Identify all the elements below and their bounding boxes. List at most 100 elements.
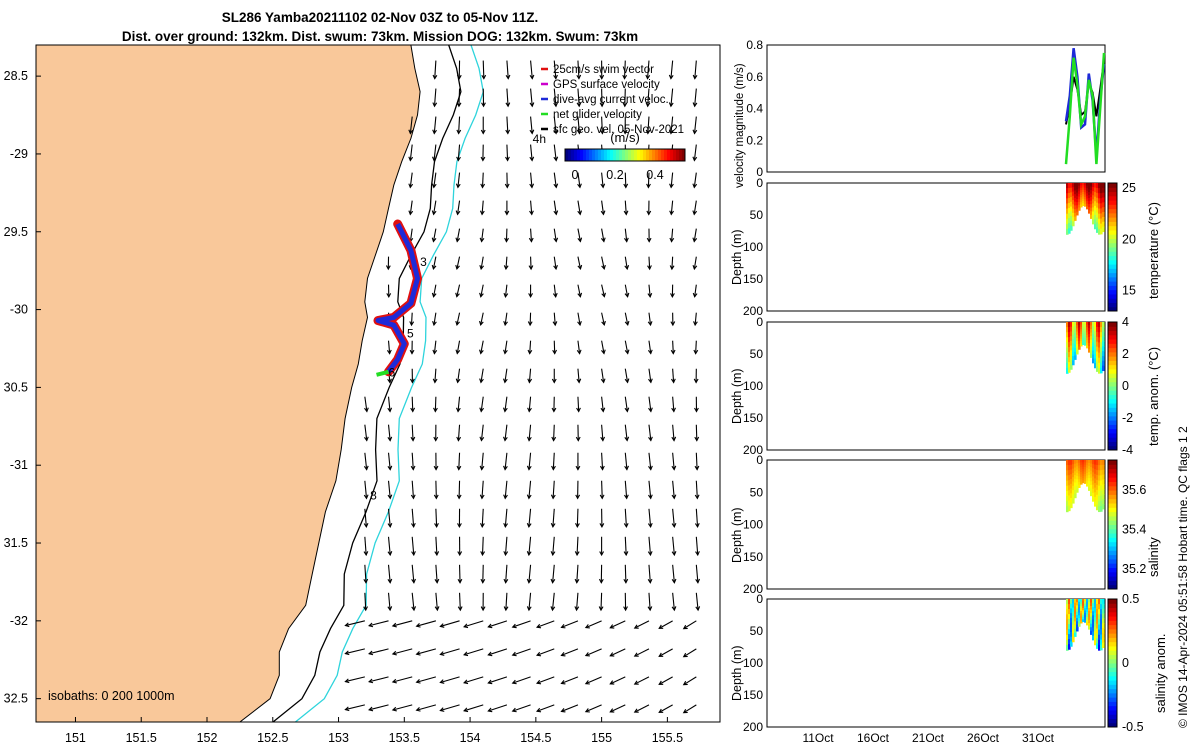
velocity-arrow-19 [387, 452, 391, 470]
speed-colorbar-cell-33 [664, 149, 668, 161]
map-ytick-1: -29 [10, 147, 28, 161]
velocity-arrow-192 [536, 648, 555, 656]
velocity-arrow-60 [433, 312, 437, 326]
velocity-arrow-110 [480, 368, 484, 383]
velocity-arrow-263 [610, 620, 626, 629]
velocity-arrowhead-212 [574, 551, 580, 557]
velocity-arrow-153 [530, 228, 533, 242]
velocity-arrow-233 [601, 452, 604, 470]
velocity-arrow-87 [457, 396, 461, 412]
velocity-ytick-0.2: 0.2 [746, 133, 763, 147]
section-1-ytick-150: 150 [743, 272, 763, 286]
velocity-arrowhead-69 [434, 578, 440, 584]
velocity-arrowhead-313 [658, 680, 664, 685]
section-4-cbtick--0.5: -0.5 [1122, 720, 1144, 734]
velocity-arrowhead-63 [433, 407, 438, 413]
velocity-arrow-242 [585, 704, 602, 713]
speed-colorbar-cell-31 [658, 149, 662, 161]
section-2-ytick-50: 50 [750, 347, 764, 361]
section-4-ytick-150: 150 [743, 688, 763, 702]
velocity-arrow-143 [488, 620, 508, 628]
velocity-arrow-189 [552, 564, 555, 583]
velocity-arrowhead-293 [668, 129, 674, 135]
velocity-arrowhead-111 [479, 407, 485, 413]
velocity-arrow-247 [624, 172, 627, 188]
velocity-arrowhead-259 [623, 523, 629, 529]
velocity-arrowhead-144 [487, 651, 493, 657]
section-4-ylabel: Depth (m) [730, 645, 744, 701]
velocity-arrow-164 [528, 536, 532, 556]
velocity-arrowhead-197 [576, 129, 582, 135]
velocity-arrow-230 [601, 368, 605, 383]
velocity-arrowhead-332 [695, 551, 700, 557]
velocity-arrow-69 [435, 564, 438, 583]
velocity-arrowhead-329 [694, 465, 700, 471]
velocity-arrowhead-59 [431, 292, 437, 298]
velocity-arrowhead-338 [682, 708, 688, 714]
map-ytick-7: -32 [10, 614, 28, 628]
velocity-arrow-279 [648, 396, 652, 412]
speed-colorbar-frame [564, 148, 686, 162]
velocity-arrow-289 [634, 676, 650, 685]
velocity-arrowhead-42 [410, 494, 416, 500]
section-1-ytick-0: 0 [756, 176, 763, 190]
velocity-arrowhead-297 [669, 237, 675, 243]
velocity-arrow-142 [505, 592, 508, 611]
speed-colorbar-label: (m/s) [610, 130, 640, 145]
velocity-arrowhead-8 [344, 622, 350, 628]
velocity-arrow-303 [672, 396, 675, 412]
velocity-arrow-20 [387, 480, 391, 499]
velocity-arrowhead-163 [526, 522, 532, 528]
section-3-cbtick-35.4: 35.4 [1122, 522, 1146, 536]
velocity-arrowhead-152 [529, 210, 534, 216]
velocity-arrow-190 [551, 592, 555, 611]
velocity-arrowhead-143 [487, 623, 493, 629]
velocity-arrow-287 [634, 620, 650, 629]
velocity-arrowhead-262 [623, 606, 628, 612]
velocity-arrow-323 [694, 284, 697, 297]
velocity-arrowhead-77 [456, 129, 462, 135]
velocity-arrowhead-119 [463, 623, 469, 629]
section-2-ytick-200: 200 [743, 443, 763, 457]
velocity-arrowhead-89 [456, 465, 462, 471]
speed-colorbar-cell-24 [637, 149, 641, 161]
velocity-arrow-157 [529, 340, 532, 354]
section-4-colorbar-frame [1107, 598, 1118, 728]
velocity-arrowhead-28 [368, 706, 374, 712]
velocity-arrowhead-219 [599, 74, 605, 80]
velocity-arrow-115 [481, 508, 484, 527]
velocity-arrowhead-127 [504, 183, 510, 189]
velocity-arrow-254 [624, 368, 629, 383]
velocity-arrowhead-271 [646, 183, 651, 189]
map-xtick-151.5: 151.5 [126, 731, 157, 745]
velocity-arrowhead-295 [669, 183, 674, 189]
velocity-arrowhead-12 [385, 265, 391, 271]
speed-colorbar-tick-0.4: 0.4 [646, 168, 663, 182]
velocity-arrowhead-138 [503, 494, 508, 500]
velocity-arrow-144 [488, 648, 508, 656]
velocity-arrowhead-150 [529, 156, 535, 162]
speed-colorbar-cell-19 [622, 149, 626, 161]
velocity-arrow-124 [506, 88, 509, 107]
velocity-arrowhead-257 [624, 465, 629, 471]
footer-credit: © IMOS 14-Apr-2024 05:51:58 Hobart time.… [1176, 426, 1190, 728]
velocity-arrowhead-261 [623, 578, 629, 584]
velocity-arrowhead-22 [387, 551, 393, 557]
velocity-arrowhead-153 [528, 237, 534, 243]
velocity-arrowhead-167 [511, 623, 517, 629]
velocity-arrowhead-135 [502, 407, 508, 413]
velocity-arrowhead-46 [411, 606, 417, 612]
velocity-arrow-134 [504, 368, 508, 383]
velocity-arrowhead-64 [433, 436, 439, 442]
velocity-arrow-332 [695, 536, 699, 556]
velocity-arrowhead-73 [415, 679, 421, 684]
velocity-arrowhead-187 [550, 522, 556, 528]
velocity-arrowhead-105 [479, 237, 485, 243]
section-panel-frame-4 [766, 598, 1106, 728]
velocity-arrowhead-65 [433, 465, 439, 471]
velocity-arrow-336 [683, 648, 697, 658]
velocity-arrow-48 [392, 648, 413, 655]
velocity-arrow-27 [368, 676, 389, 683]
velocity-arrowhead-0 [364, 407, 369, 413]
section-3-ytick-100: 100 [743, 518, 763, 532]
